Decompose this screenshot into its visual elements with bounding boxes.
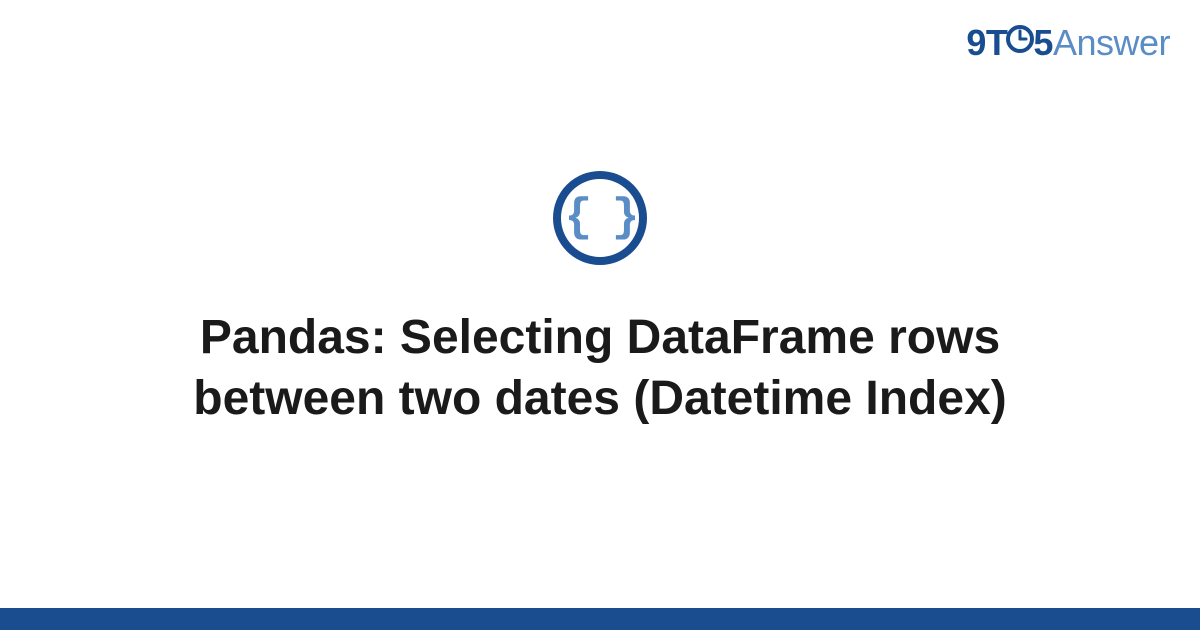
code-braces-icon: { }: [553, 171, 647, 265]
bottom-accent-bar: [0, 608, 1200, 630]
braces-glyph: { }: [565, 192, 636, 244]
page-title: Pandas: Selecting DataFrame rows between…: [100, 307, 1100, 430]
main-content: { } Pandas: Selecting DataFrame rows bet…: [0, 0, 1200, 630]
